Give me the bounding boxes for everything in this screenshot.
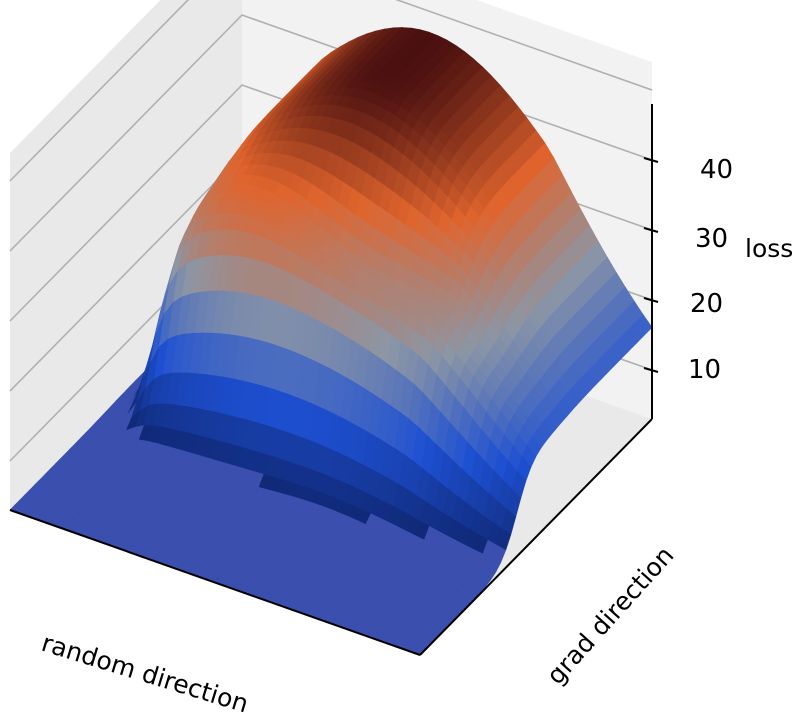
loss-surface: [9, 27, 653, 656]
z-tick-label-20: 20: [690, 289, 723, 319]
z-tick-label-30: 30: [695, 224, 728, 254]
axis-lines: [9, 104, 659, 656]
z-tick-label-10: 10: [688, 355, 721, 385]
z-tick-30: [643, 227, 659, 233]
z-tick-20: [643, 297, 659, 303]
y-axis-label: grad direction: [541, 541, 680, 690]
left-pane: [10, 0, 242, 510]
z-gridline-50: [9, 0, 653, 182]
y-axis-line: [419, 418, 653, 656]
z-tick-10: [643, 367, 659, 373]
z-tick-40: [643, 157, 659, 163]
z-tick-label-40: 40: [700, 155, 733, 185]
z-axis-label: loss: [745, 234, 793, 263]
x-axis-line: [9, 509, 421, 656]
x-axis-label: random direction: [38, 628, 252, 718]
